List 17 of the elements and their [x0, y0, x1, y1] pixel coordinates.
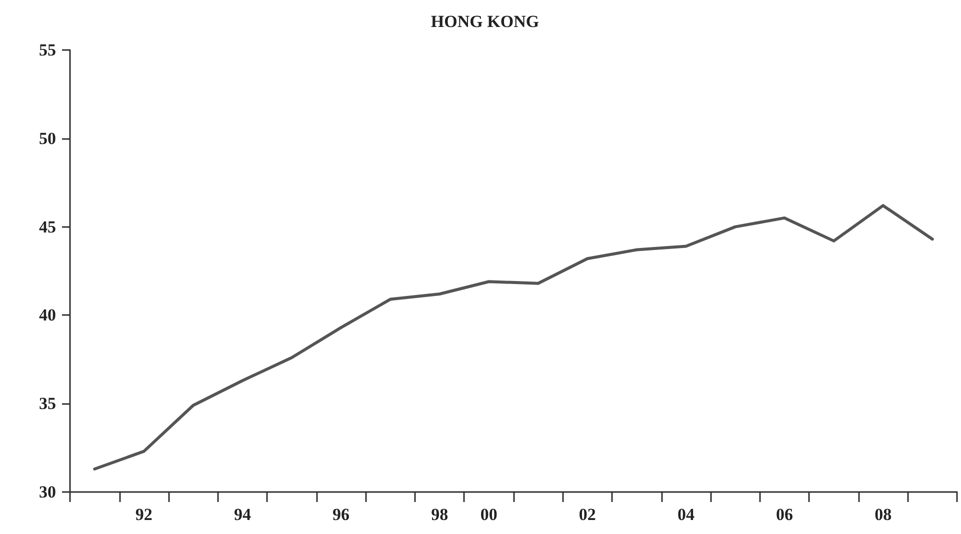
y-tick-label: 55 — [39, 40, 56, 60]
x-tick-label: 06 — [776, 505, 794, 524]
x-tick-label: 00 — [480, 505, 498, 524]
x-tick-label: 08 — [874, 505, 892, 524]
line-series — [93, 204, 934, 471]
y-tick-label: 45 — [39, 217, 56, 236]
y-tick-label: 35 — [39, 394, 56, 414]
y-tick-label: 30 — [39, 482, 56, 502]
x-tick-label: 94 — [234, 505, 252, 524]
x-tick-label: 04 — [677, 505, 695, 524]
x-tick-label: 96 — [332, 505, 350, 524]
x-tick-label: 98 — [431, 505, 448, 524]
x-tick-label: 02 — [578, 505, 596, 524]
x-tick-label: 92 — [135, 505, 152, 524]
y-tick-label: 40 — [39, 306, 56, 325]
chart-title: HONG KONG — [430, 12, 540, 31]
y-tick-label: 50 — [39, 128, 56, 148]
